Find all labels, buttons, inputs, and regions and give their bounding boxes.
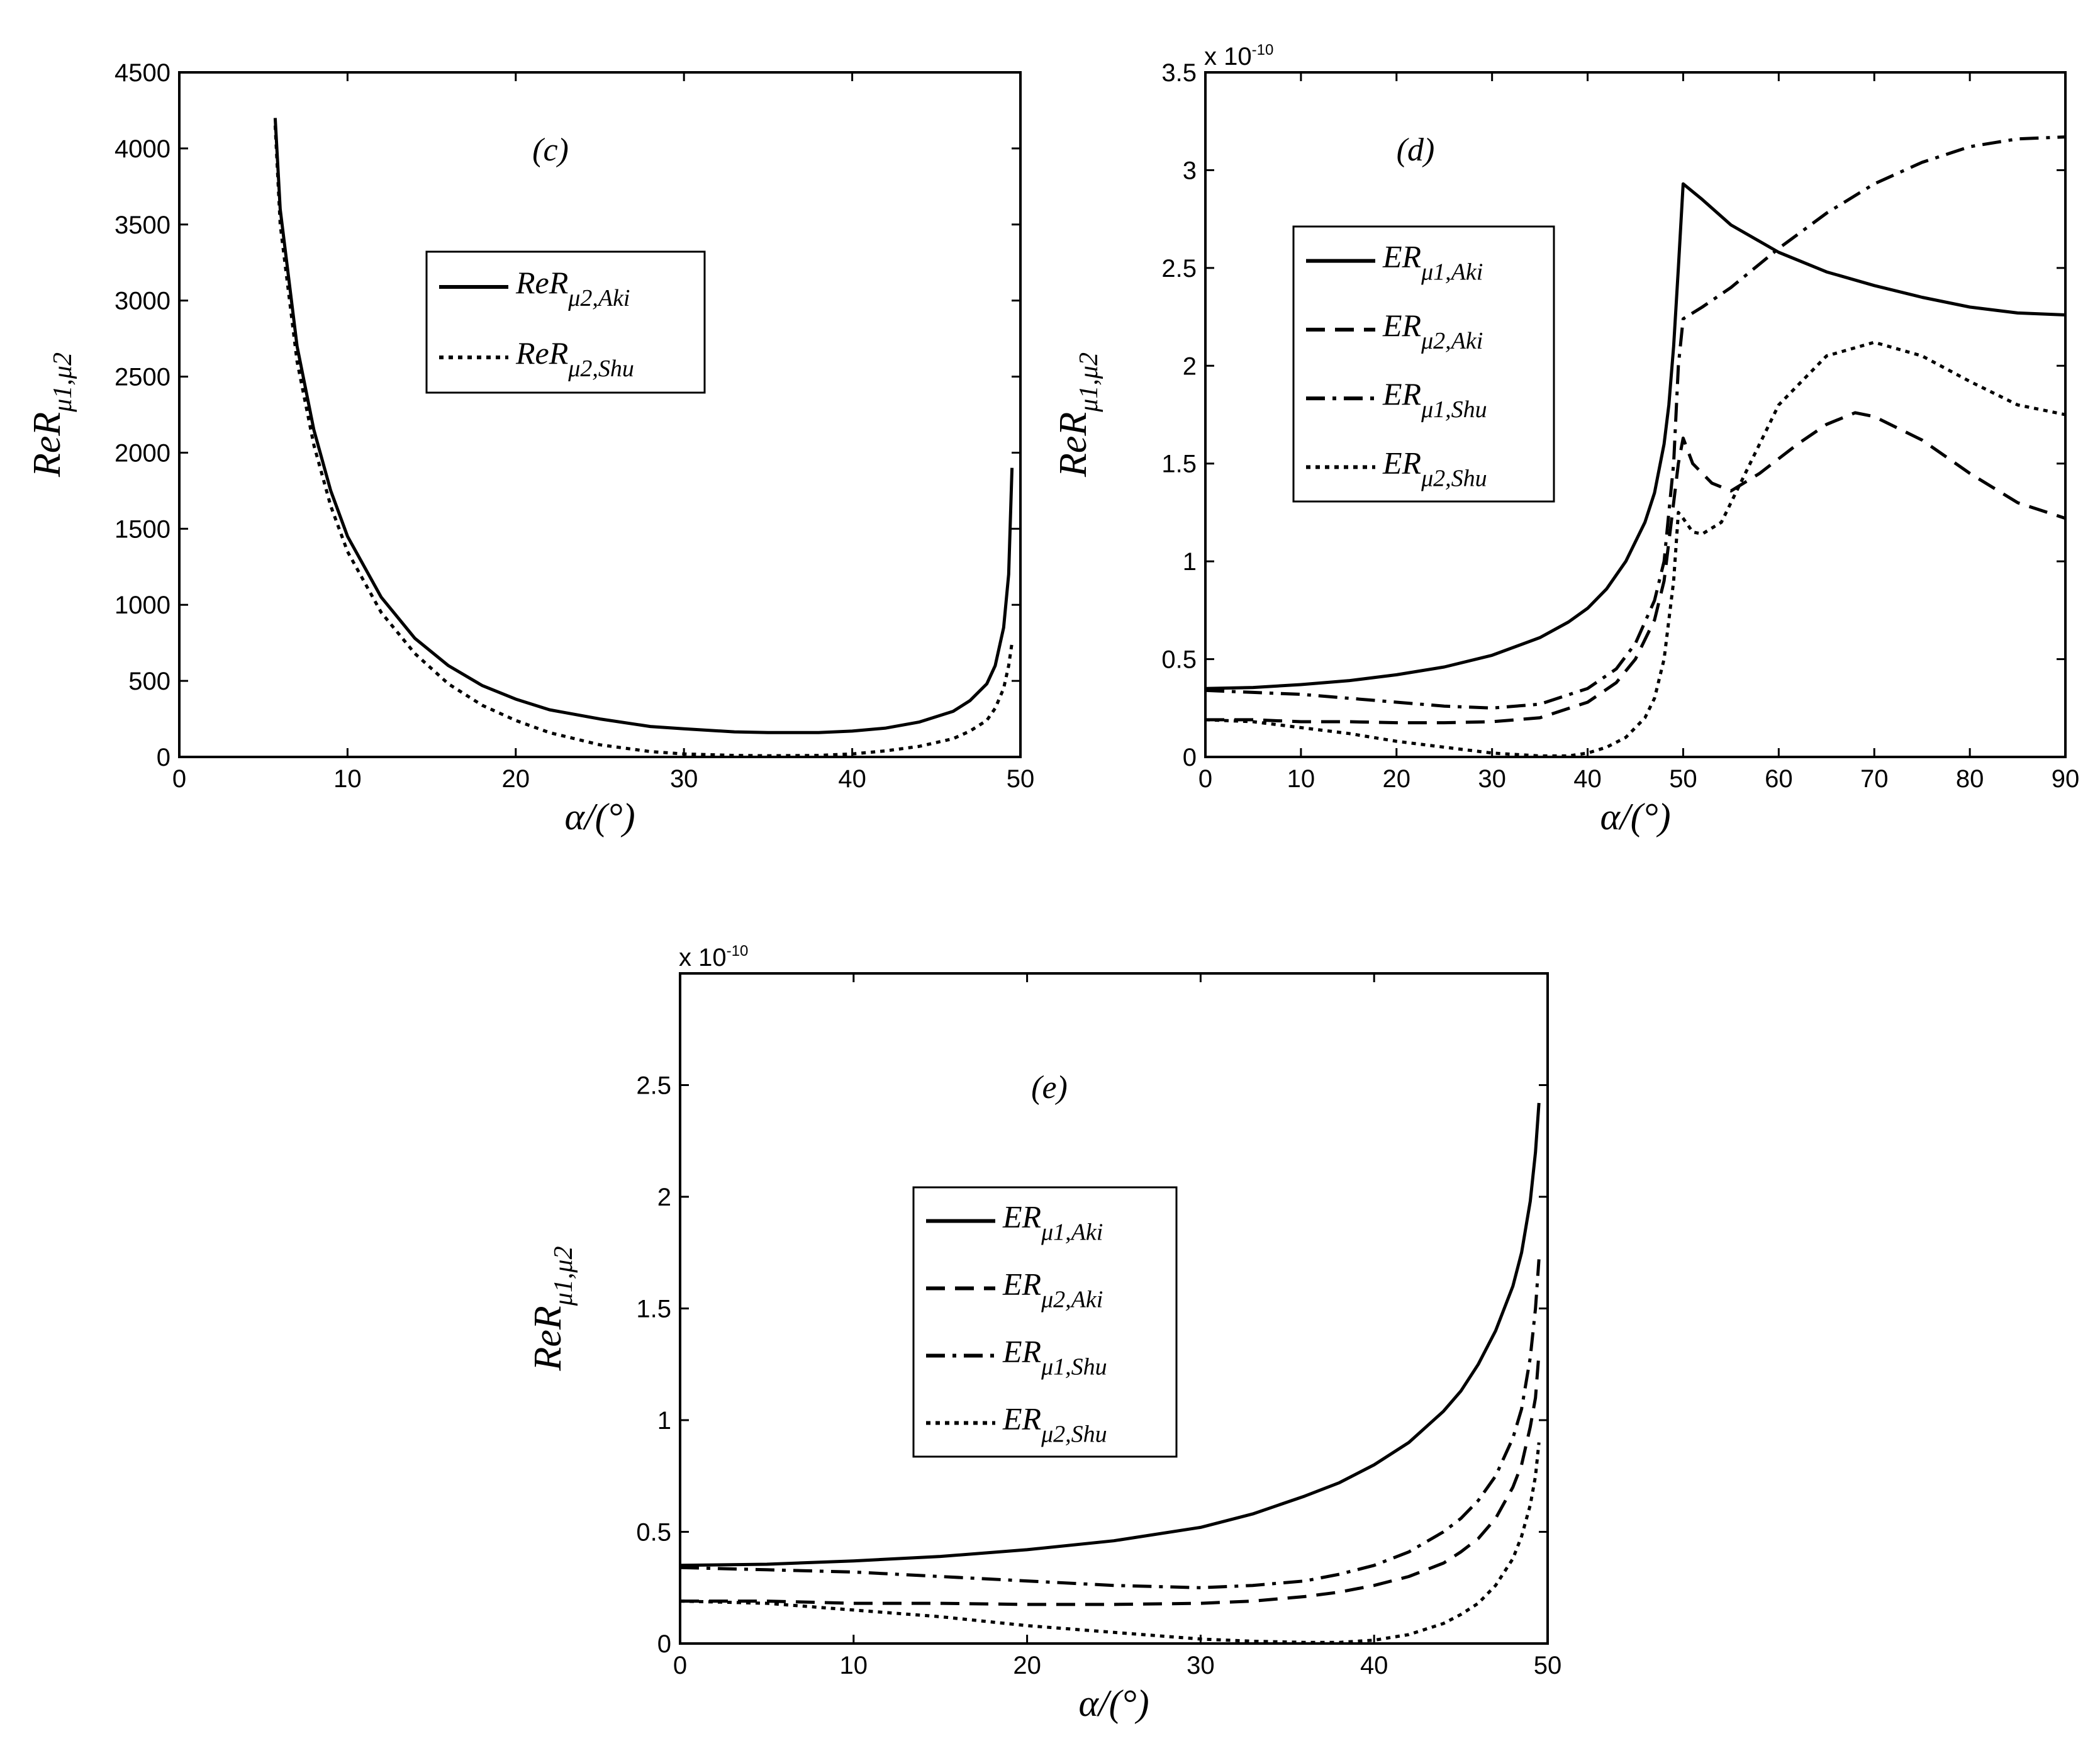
y-tick-label: 0.5 [636, 1519, 671, 1547]
series-line-4 [1205, 340, 2065, 757]
panel-label: (e) [1031, 1070, 1068, 1106]
x-tick-label: 30 [670, 765, 698, 793]
x-tick-label: 30 [1187, 1652, 1215, 1679]
y-tick-label: 2000 [114, 439, 170, 467]
x-tick-label: 40 [1573, 765, 1602, 793]
x-tick-label: 20 [1013, 1652, 1041, 1679]
x-axis-label: α/(°) [564, 796, 635, 837]
legend-box [912, 1186, 1178, 1458]
legend-label-1: ERμ1,Aki [1002, 1199, 1103, 1246]
series-line-2 [680, 1353, 1541, 1606]
series-line-4 [680, 1442, 1541, 1644]
x-tick-label: 70 [1860, 765, 1889, 793]
legend-label-3: ERμ1,Shu [1382, 376, 1487, 423]
series-line-3 [1205, 135, 2065, 710]
y-tick-label: 3000 [114, 288, 170, 315]
x-tick-label: 0 [1198, 765, 1212, 793]
x-tick-label: 20 [1383, 765, 1411, 793]
y-axis-label: ReRμ1,μ2 [26, 352, 77, 478]
y-tick-label: 1.5 [1161, 451, 1197, 478]
legend-label-1: ReRμ2,Aki [515, 265, 630, 311]
y-tick-label: 0 [657, 1630, 671, 1658]
x-tick-label: 10 [1287, 765, 1315, 793]
y-tick-label: 1 [657, 1407, 671, 1435]
y-tick-label: 1.5 [636, 1296, 671, 1323]
x-axis-label: α/(°) [1600, 796, 1670, 837]
series-line-3 [680, 1259, 1541, 1589]
series-group [680, 1102, 1541, 1644]
y-tick-label: 2500 [114, 364, 170, 391]
series-line-1 [1205, 182, 2065, 690]
x-tick-label: 20 [502, 765, 530, 793]
x-tick-label: 10 [333, 765, 362, 793]
legend-box [1292, 225, 1555, 503]
y-tick-label: 4500 [114, 59, 170, 87]
legend-label-2: ReRμ2,Shu [515, 335, 634, 382]
y-tick-label: 2.5 [1161, 255, 1197, 283]
y-tick-label: 3 [1183, 157, 1197, 184]
y-tick-label: 0 [157, 744, 170, 771]
series-group [273, 118, 1014, 757]
y-tick-label: 0 [1183, 744, 1197, 771]
series-line-1 [273, 118, 1014, 734]
series-line-1 [680, 1102, 1541, 1567]
legend: ReRμ2,Aki ReRμ2,Shu [425, 250, 706, 394]
chart-panel-e: 0 10 20 30 40 50 0 0.5 1 1.5 2 2.5 x 10-10 (e) α/(°) Re… [527, 943, 1561, 1724]
x-tick-label: 40 [838, 765, 866, 793]
x-tick-label: 90 [2052, 765, 2080, 793]
legend: ERμ1,Aki ERμ2,Aki ERμ1,Shu ERμ2,Shu [1292, 225, 1555, 503]
legend-label-2: ERμ2,Aki [1382, 308, 1483, 354]
y-tick-label: 2 [657, 1184, 671, 1211]
x-tick-label: 60 [1765, 765, 1793, 793]
x-tick-label: 0 [673, 1652, 687, 1679]
legend-label-4: ERμ2,Shu [1002, 1401, 1107, 1448]
y-tick-label: 1 [1183, 548, 1197, 576]
series-group [1205, 135, 2065, 757]
legend: ERμ1,Aki ERμ2,Aki ERμ1,Shu ERμ2,Shu [912, 1186, 1178, 1458]
x-tick-label: 0 [172, 765, 186, 793]
y-tick-label: 4000 [114, 135, 170, 163]
legend-label-3: ERμ1,Shu [1002, 1334, 1107, 1381]
y-tick-label: 3.5 [1161, 59, 1197, 87]
y-axis-label: ReRμ1,μ2 [1052, 352, 1103, 478]
y-tick-label: 1000 [114, 591, 170, 619]
exponent-label: x 10-10 [679, 943, 748, 972]
exponent-label: x 10-10 [1204, 42, 1273, 70]
panel-label: (c) [532, 132, 569, 168]
x-tick-label: 30 [1478, 765, 1506, 793]
y-tick-label: 0.5 [1161, 646, 1197, 674]
x-tick-label: 50 [1007, 765, 1035, 793]
series-line-2 [273, 125, 1014, 757]
x-tick-label: 10 [840, 1652, 868, 1679]
y-tick-label: 2.5 [636, 1072, 671, 1100]
x-tick-label: 40 [1360, 1652, 1388, 1679]
plot-frame [1204, 71, 2067, 758]
y-tick-label: 3500 [114, 211, 170, 239]
legend-label-1: ERμ1,Aki [1382, 239, 1483, 286]
x-axis-label: α/(°) [1078, 1683, 1149, 1724]
y-axis-label: ReRμ1,μ2 [527, 1246, 578, 1372]
x-tick-label: 50 [1534, 1652, 1562, 1679]
x-tick-label: 80 [1956, 765, 1984, 793]
legend-box [425, 250, 706, 394]
legend-label-4: ERμ2,Shu [1382, 445, 1487, 491]
plot-frame [178, 71, 1022, 758]
y-tick-label: 500 [128, 668, 170, 695]
x-tick-label: 50 [1669, 765, 1697, 793]
y-tick-label: 1500 [114, 515, 170, 543]
y-tick-label: 2 [1183, 352, 1197, 380]
chart-panel-c: 0 10 20 30 40 5005001000150020002500300035004… [26, 59, 1034, 837]
legend-label-2: ERμ2,Aki [1002, 1267, 1103, 1313]
series-line-2 [1205, 411, 2065, 725]
chart-panel-d: 0 10 20 30 40 50 60 70 80 90 0 0.5 1 1.5 2 2.5 3 3.5x 10-… [1052, 42, 2079, 837]
panel-label: (d) [1397, 132, 1435, 168]
